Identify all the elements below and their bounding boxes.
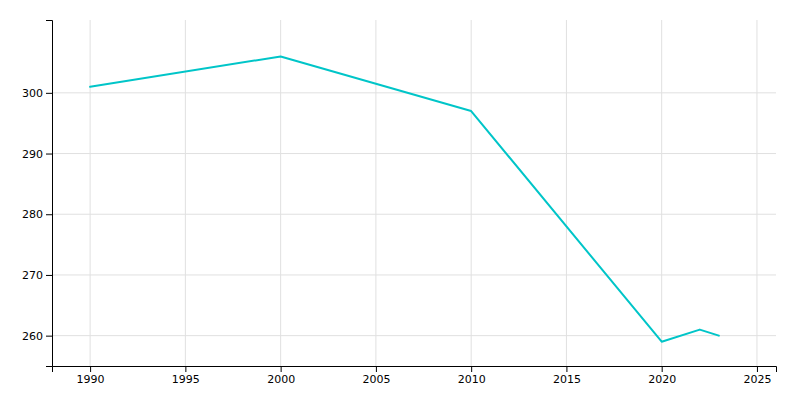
- grid-line-y: [52, 274, 776, 275]
- tick-label: 290: [22, 148, 43, 161]
- tick-mark: [46, 275, 52, 276]
- tick-mark: [757, 366, 758, 372]
- grid-line-x: [90, 20, 91, 366]
- tick: 2000: [267, 366, 295, 386]
- plot: 1990 1995 2000 2005 2010 2015 2020 2025 260 270 28…: [22, 20, 777, 386]
- tick-label: 2015: [553, 373, 581, 386]
- chart: 1990 1995 2000 2005 2010 2015 2020 2025 260 270 28…: [0, 0, 800, 400]
- grid-line-y: [52, 335, 776, 336]
- tick-mark: [281, 366, 282, 372]
- tick-label: 2005: [362, 373, 390, 386]
- tick-label: 2020: [648, 373, 676, 386]
- tick-label: 2025: [743, 373, 771, 386]
- tick-mark: [376, 366, 377, 372]
- tick: 260: [22, 330, 52, 343]
- tick: 2015: [553, 366, 581, 386]
- axis-line: [53, 367, 777, 373]
- tick-label: 1990: [77, 373, 105, 386]
- tick-label: 260: [22, 330, 43, 343]
- tick-mark: [46, 214, 52, 215]
- grid-line-x: [756, 20, 757, 366]
- tick: 290: [22, 148, 52, 161]
- grid-line-x: [566, 20, 567, 366]
- grid-line-x: [471, 20, 472, 366]
- tick: 270: [22, 269, 52, 282]
- tick-label: 2000: [267, 373, 295, 386]
- y-axis: 260 270 280 290 300: [22, 21, 53, 367]
- tick-label: 300: [22, 87, 43, 100]
- grid-line-x: [661, 20, 662, 366]
- tick-mark: [46, 154, 52, 155]
- tick-mark: [662, 366, 663, 372]
- tick: 2010: [458, 366, 486, 386]
- tick-mark: [185, 366, 186, 372]
- tick: 2025: [743, 366, 771, 386]
- line: [90, 56, 719, 341]
- x-axis: 1990 1995 2000 2005 2010 2015 2020 2025: [53, 366, 777, 386]
- grid-line-y: [52, 153, 776, 154]
- tick: 300: [22, 87, 52, 100]
- tick-mark: [90, 366, 91, 372]
- tick: 2020: [648, 366, 676, 386]
- grid: [52, 20, 776, 366]
- tick-label: 1995: [172, 373, 200, 386]
- tick-mark: [46, 93, 52, 94]
- tick-mark: [566, 366, 567, 372]
- tick-label: 270: [22, 269, 43, 282]
- tick: 280: [22, 208, 52, 221]
- tick-label: 280: [22, 208, 43, 221]
- tick-label: 2010: [458, 373, 486, 386]
- grid-line-x: [375, 20, 376, 366]
- grid-line-y: [52, 214, 776, 215]
- tick-mark: [46, 336, 52, 337]
- tick: 1990: [77, 366, 105, 386]
- grid-line-x: [280, 20, 281, 366]
- tick: 1995: [172, 366, 200, 386]
- tick: 2005: [362, 366, 390, 386]
- tick-mark: [471, 366, 472, 372]
- marks: [90, 56, 719, 341]
- grid-line-y: [52, 92, 776, 93]
- axis-line: [46, 21, 53, 367]
